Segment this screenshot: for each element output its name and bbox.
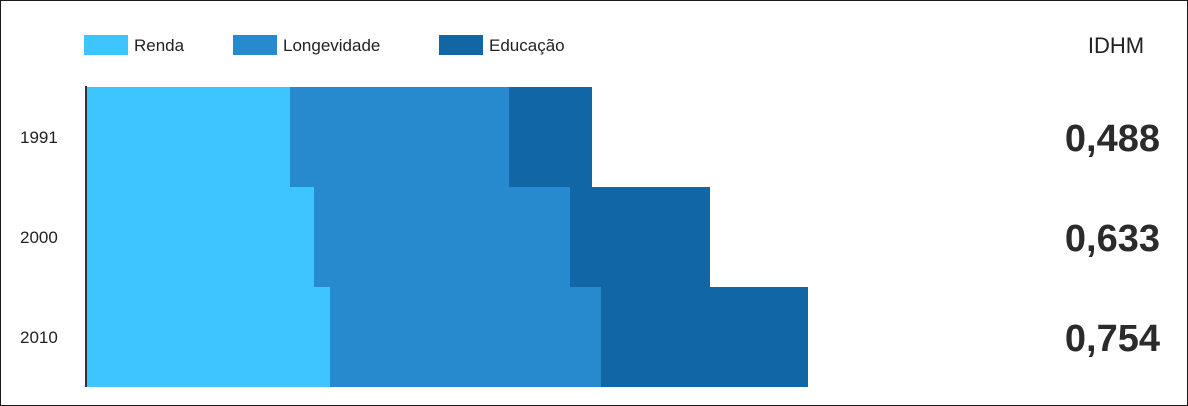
legend-swatch-longevidade (233, 35, 277, 55)
chart-legend: Renda Longevidade Educação (84, 35, 565, 55)
legend-label-educacao: Educação (489, 36, 565, 55)
idhm-values: 0,488 0,633 0,754 (1065, 118, 1160, 360)
idhm-value-2000: 0,633 (1065, 218, 1160, 260)
y-tick-labels: 1991 2000 2010 (20, 128, 58, 347)
bar-educacao-1991 (509, 87, 592, 187)
bar-longevidade-2000 (314, 187, 570, 287)
legend-swatch-educacao (439, 35, 483, 55)
y-tick-label-2010: 2010 (20, 328, 58, 347)
bar-longevidade-2010 (330, 287, 601, 387)
idhm-value-1991: 0,488 (1065, 118, 1160, 160)
legend-label-longevidade: Longevidade (283, 36, 380, 55)
bar-renda-2000 (86, 187, 314, 287)
y-tick-label-1991: 1991 (20, 128, 58, 147)
bar-educacao-2000 (570, 187, 710, 287)
legend-swatch-renda (84, 35, 128, 55)
idhm-header: IDHM (1088, 33, 1144, 58)
idhm-value-2010: 0,754 (1065, 318, 1160, 360)
chart-bars (86, 87, 808, 387)
bar-longevidade-1991 (290, 87, 509, 187)
bar-educacao-2010 (601, 287, 808, 387)
bar-renda-2010 (86, 287, 330, 387)
bar-renda-1991 (86, 87, 290, 187)
y-tick-label-2000: 2000 (20, 228, 58, 247)
legend-label-renda: Renda (134, 36, 185, 55)
